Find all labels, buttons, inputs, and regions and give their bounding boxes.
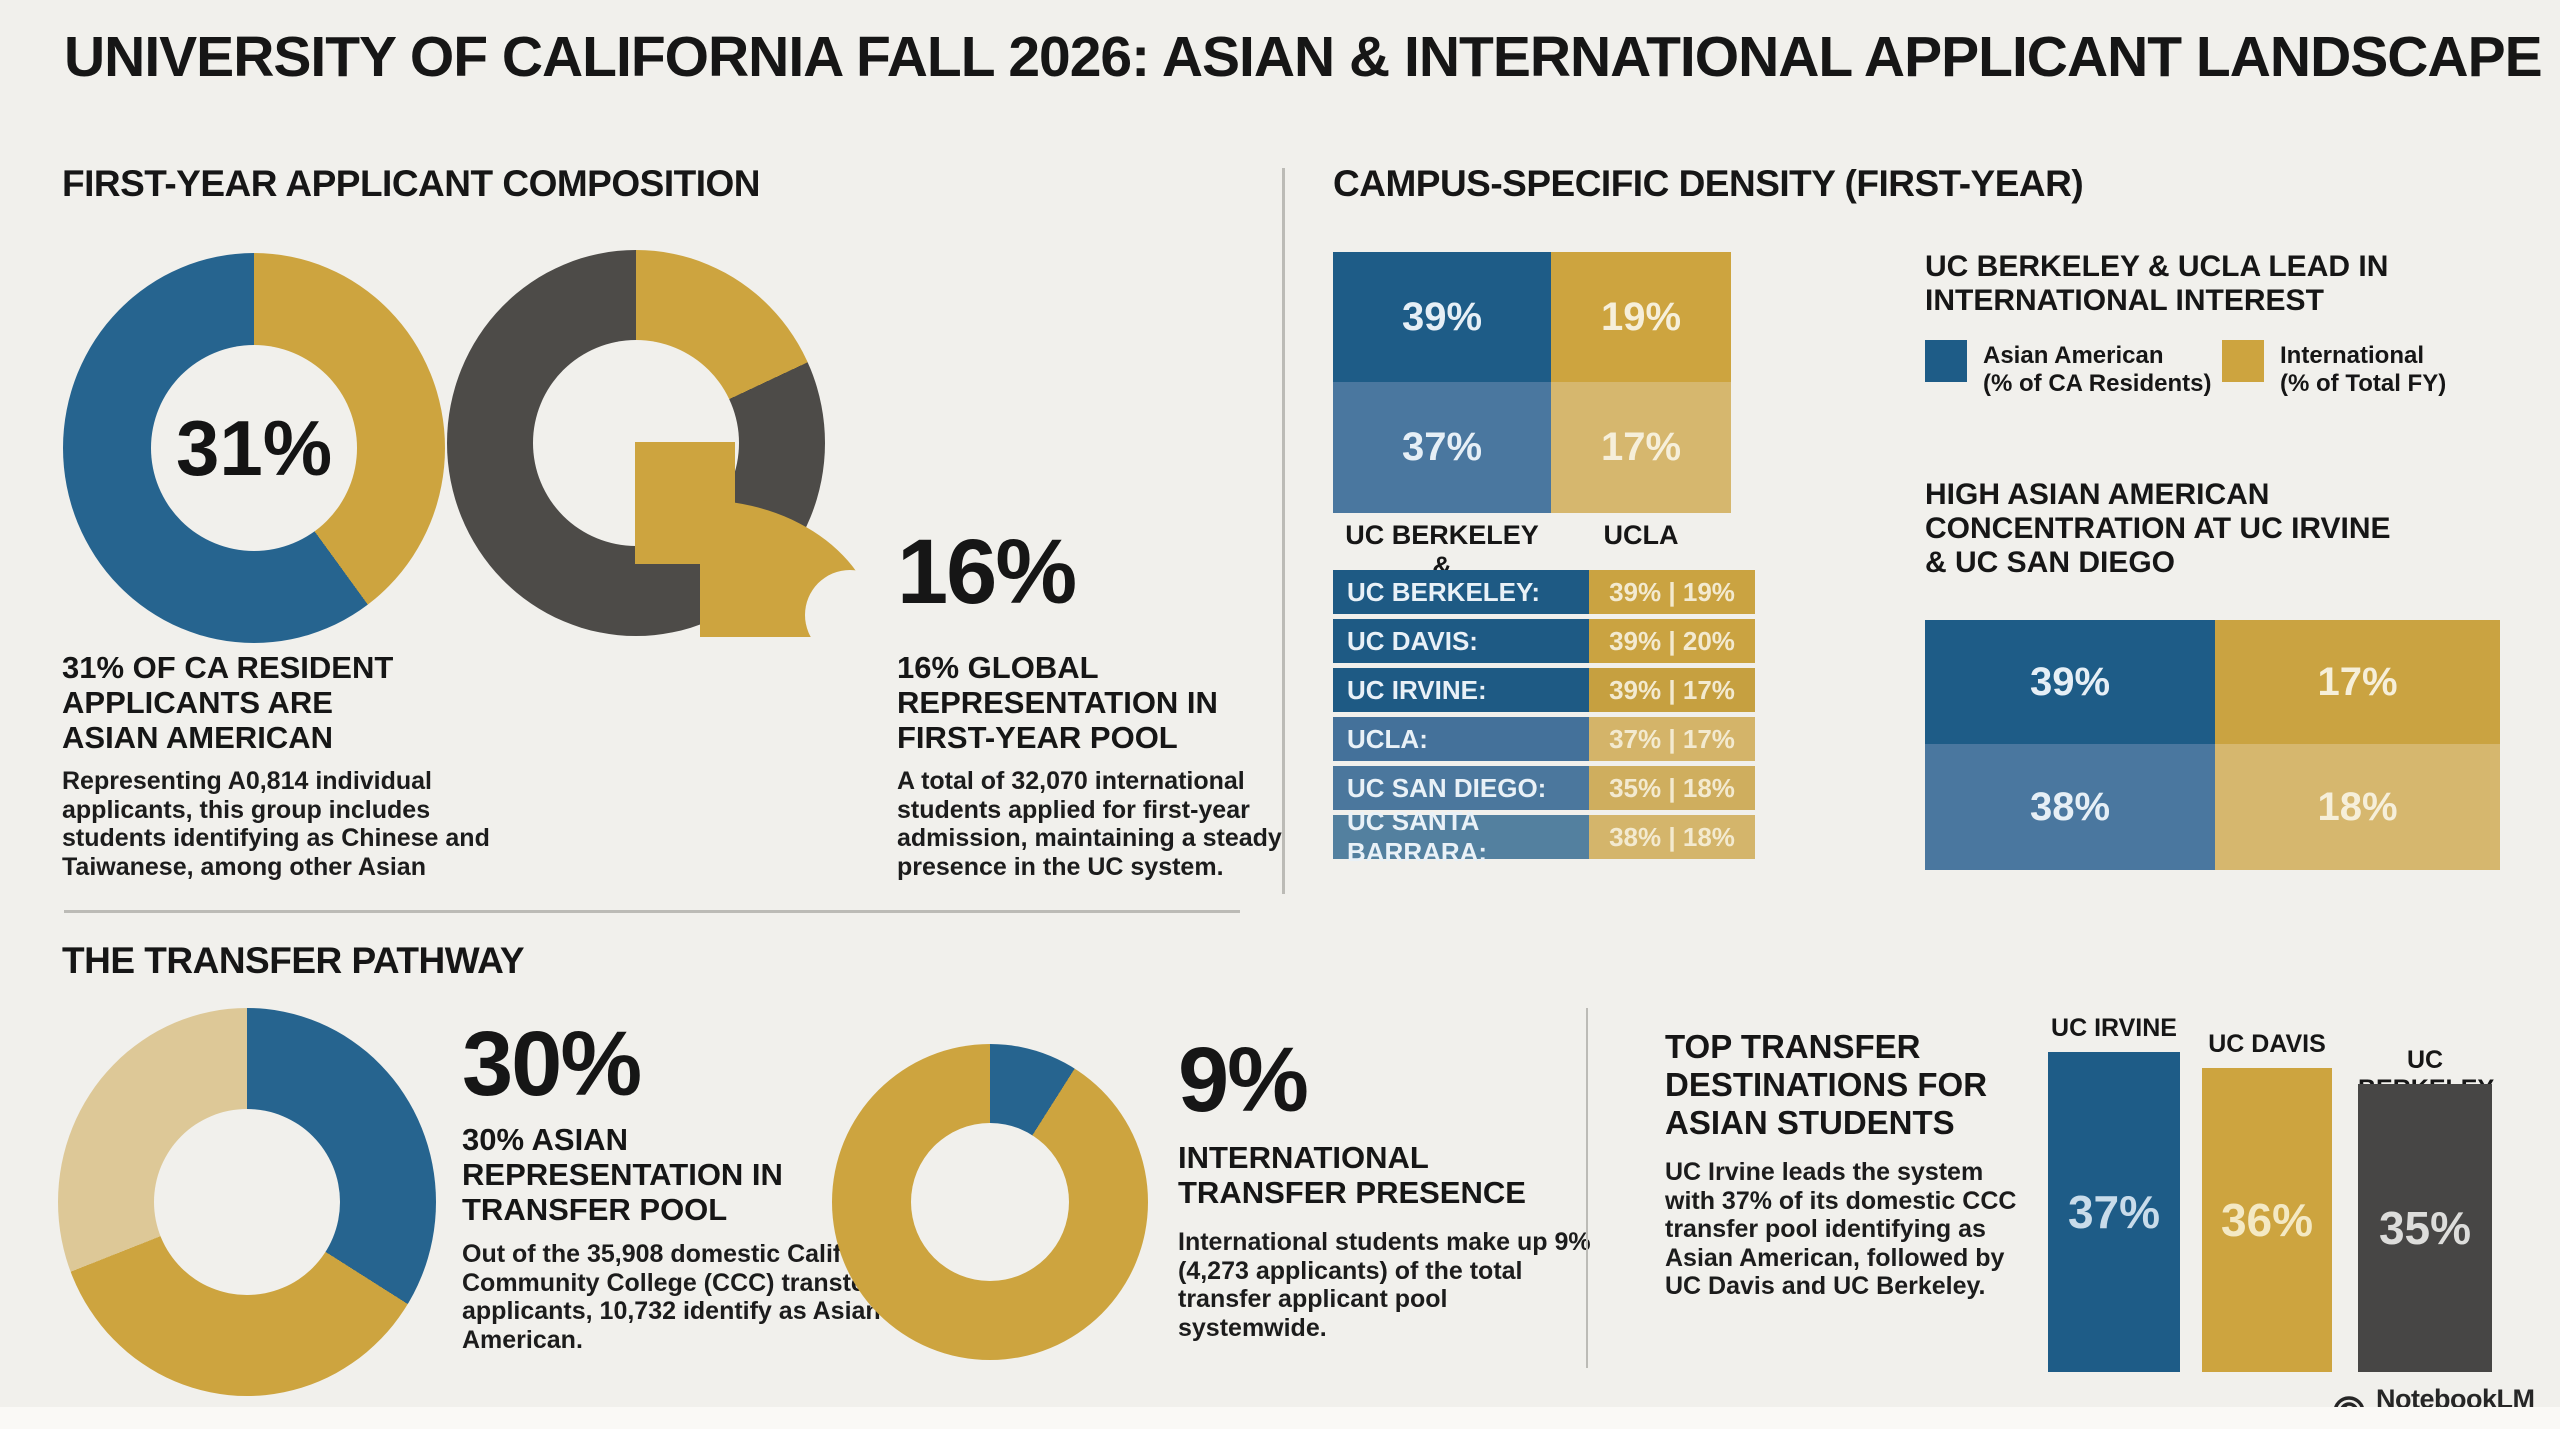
swoosh-notch bbox=[805, 570, 895, 660]
stat-heading-asian-american: 31% OF CA RESIDENT APPLICANTS ARE ASIAN … bbox=[62, 650, 394, 756]
section-heading-first-year: FIRST-YEAR APPLICANT COMPOSITION bbox=[62, 163, 760, 204]
big-stat-transfer-international: 9% bbox=[1178, 1029, 1309, 1131]
table-campus: UC SAN DIEGO: bbox=[1333, 766, 1589, 810]
bar-value: 36% bbox=[2220, 1194, 2314, 1246]
table-values: 37% | 17% bbox=[1589, 717, 1755, 761]
table-campus: UCLA: bbox=[1333, 717, 1589, 761]
quad-value: 18% bbox=[2317, 784, 2398, 829]
quad-value: 38% bbox=[2029, 784, 2111, 829]
horizontal-divider bbox=[64, 910, 1240, 913]
quad-cell-berkeley-intl: 19% bbox=[1551, 252, 1731, 382]
quad-cell-irvine-asian: 39% bbox=[1925, 620, 2215, 744]
stat-body-global: A total of 32,070 international students… bbox=[897, 767, 1282, 881]
stat-heading-transfer-international: INTERNATIONAL TRANSFER PRESENCE bbox=[1178, 1140, 1526, 1211]
table-row: UC SANTA BARRARA: 38% | 18% bbox=[1333, 806, 1755, 867]
bar-value: 35% bbox=[2378, 1202, 2472, 1254]
stat-heading-transfer-asian: 30% ASIAN REPRESENTATION IN TRANSFER POO… bbox=[462, 1122, 783, 1228]
table-values: 39% | 17% bbox=[1589, 668, 1755, 712]
panel-heading-intl-interest: UC BERKELEY & UCLA LEAD IN INTERNATIONAL… bbox=[1925, 250, 2389, 318]
table-row: UCLA: 37% | 17% bbox=[1333, 717, 1755, 761]
table-row: UC BERKELEY: 39% | 19% bbox=[1333, 570, 1755, 614]
quad-cell-irvine-intl: 17% bbox=[2215, 620, 2500, 744]
quad-value: 39% bbox=[1401, 294, 1483, 339]
table-row: UC DAVIS: 39% | 20% bbox=[1333, 619, 1755, 663]
quad-value: 19% bbox=[1600, 294, 1682, 339]
table-campus: UC BERKELEY: bbox=[1333, 570, 1589, 614]
legend-label: Asian American (% of CA Residents) bbox=[1983, 342, 2212, 397]
page-title: UNIVERSITY OF CALIFORNIA FALL 2026: ASIA… bbox=[64, 25, 2543, 89]
quad-col-label-ucla: UCLA bbox=[1603, 520, 1679, 550]
table-campus: UC IRVINE: bbox=[1333, 668, 1589, 712]
big-stat-transfer-asian: 30% bbox=[462, 1013, 642, 1115]
panel-body-top-transfer: UC Irvine leads the system with 37% of i… bbox=[1665, 1158, 2017, 1300]
vertical-divider bbox=[1282, 168, 1285, 894]
big-stat-international: 16% bbox=[897, 521, 1077, 623]
donut-center-value: 31% bbox=[175, 403, 333, 492]
quad-cell-sandiego-asian: 38% bbox=[1925, 744, 2215, 870]
donut-chart-ca-resident-asian: 31% bbox=[63, 253, 445, 643]
bar-uc-davis: 36% bbox=[2202, 1068, 2332, 1372]
bottom-strip bbox=[0, 1407, 2560, 1429]
table-values: 35% | 18% bbox=[1589, 766, 1755, 810]
stat-body-transfer-international: International students make up 9% (4,273… bbox=[1178, 1228, 1591, 1342]
vertical-divider-bottom bbox=[1586, 1008, 1588, 1368]
legend-label: International (% of Total FY) bbox=[2280, 342, 2447, 397]
quad-value: 37% bbox=[1401, 425, 1483, 469]
panel-heading-concentration: HIGH ASIAN AMERICAN CONCENTRATION AT UC … bbox=[1925, 478, 2391, 580]
table-values: 39% | 19% bbox=[1589, 570, 1755, 614]
quad-value: 17% bbox=[2317, 659, 2398, 704]
stat-body-transfer-asian: Out of the 35,908 domestic California Co… bbox=[462, 1240, 903, 1354]
quad-cell-sandiego-intl: 18% bbox=[2215, 744, 2500, 870]
donut-chart-transfer-international bbox=[832, 1044, 1148, 1360]
bar-uc-berkeley: 35% bbox=[2358, 1084, 2492, 1372]
donut-hole bbox=[911, 1123, 1069, 1281]
legend-swatch-gold bbox=[2222, 340, 2264, 382]
section-heading-transfer: THE TRANSFER PATHWAY bbox=[62, 940, 525, 981]
section-heading-campus-density: CAMPUS-SPECIFIC DENSITY (FIRST-YEAR) bbox=[1333, 163, 2084, 204]
quad-cell-berkeley-asian: 39% bbox=[1333, 252, 1551, 382]
stat-body-asian-american: Representing A0,814 individual applicant… bbox=[62, 767, 490, 881]
panel-heading-top-transfer: TOP TRANSFER DESTINATIONS FOR ASIAN STUD… bbox=[1665, 1028, 1988, 1141]
table-values: 38% | 18% bbox=[1589, 815, 1755, 859]
donut-hole bbox=[154, 1109, 340, 1295]
bar-uc-irvine: 37% bbox=[2048, 1052, 2180, 1372]
bar-label-uc-irvine: UC IRVINE bbox=[2051, 1014, 2177, 1042]
quad-value: 39% bbox=[2029, 659, 2111, 704]
table-campus: UC SANTA BARRARA: bbox=[1333, 806, 1589, 867]
legend-swatch-blue bbox=[1925, 340, 1967, 382]
table-values: 39% | 20% bbox=[1589, 619, 1755, 663]
donut-chart-transfer-asian bbox=[58, 1008, 436, 1396]
bar-value: 37% bbox=[2067, 1186, 2161, 1238]
stat-heading-global: 16% GLOBAL REPRESENTATION IN FIRST-YEAR … bbox=[897, 650, 1218, 756]
table-campus: UC DAVIS: bbox=[1333, 619, 1589, 663]
quad-cell-ucla-intl: 17% bbox=[1551, 382, 1731, 513]
quad-cell-ucla-asian: 37% bbox=[1333, 382, 1551, 513]
legend-item-asian-american: Asian American (% of CA Residents) bbox=[1925, 340, 2211, 398]
quad-value: 17% bbox=[1600, 425, 1682, 469]
table-row: UC IRVINE: 39% | 17% bbox=[1333, 668, 1755, 712]
legend-item-international: International (% of Total FY) bbox=[2222, 340, 2446, 398]
donut-hole: 31% bbox=[151, 345, 357, 551]
bar-label-uc-davis: UC DAVIS bbox=[2208, 1030, 2326, 1058]
table-row: UC SAN DIEGO: 35% | 18% bbox=[1333, 766, 1755, 810]
